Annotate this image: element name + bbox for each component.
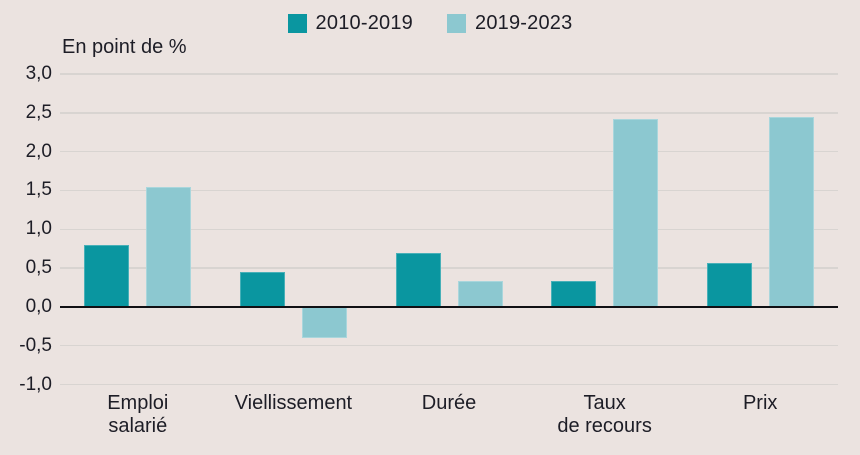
y-tick-label: 3,0 (25, 63, 52, 84)
legend-label-2019-2023: 2019-2023 (475, 12, 573, 34)
y-tick-label: 1,0 (25, 218, 52, 240)
y-tick-label: 0,0 (25, 295, 52, 317)
bar-2010-2019-3 (395, 252, 441, 307)
y-tick-label: 1,5 (25, 179, 52, 201)
y-tick-label: 2,0 (25, 140, 52, 162)
bar-2019-2023-4 (613, 119, 659, 307)
x-category-label: Taux de recours (557, 392, 652, 437)
legend-label-2010-2019: 2010-2019 (315, 12, 413, 34)
x-axis-zero-line (60, 305, 838, 309)
legend-item-2010-2019: 2010-2019 (287, 12, 413, 35)
legend-swatch-2010-2019 (287, 14, 307, 33)
gridline (60, 383, 838, 386)
gridline (60, 189, 838, 192)
legend-item-2019-2023: 2019-2023 (447, 12, 572, 35)
x-category-label: Durée (421, 392, 477, 414)
bar-2010-2019-4 (551, 281, 597, 307)
gridline (60, 150, 838, 153)
gridline (60, 228, 838, 230)
gridline (60, 267, 838, 269)
bar-2010-2019-2 (239, 271, 285, 307)
x-category-label: Viellissement (234, 392, 353, 414)
bar-2010-2019-5 (706, 262, 752, 307)
x-category-label: Emploi salarié (107, 392, 169, 437)
x-category-label: Prix (742, 392, 778, 414)
legend: 2010-2019 2019-2023 (0, 12, 860, 35)
y-tick-label: 2,5 (25, 101, 52, 123)
y-axis-unit-label: En point de % (62, 36, 187, 58)
bar-2019-2023-1 (146, 186, 192, 307)
bar-2019-2023-5 (768, 117, 814, 307)
legend-swatch-2019-2023 (447, 14, 466, 33)
bar-2010-2019-1 (84, 244, 130, 307)
gridline (60, 344, 838, 347)
y-tick-label: 0,5 (25, 257, 52, 279)
gridline (60, 112, 838, 114)
gridline (60, 73, 838, 75)
y-tick-label: -0,5 (19, 334, 52, 356)
bar-2019-2023-3 (457, 281, 503, 307)
y-tick-label: -1,0 (19, 373, 52, 395)
bar-2019-2023-2 (301, 306, 347, 338)
